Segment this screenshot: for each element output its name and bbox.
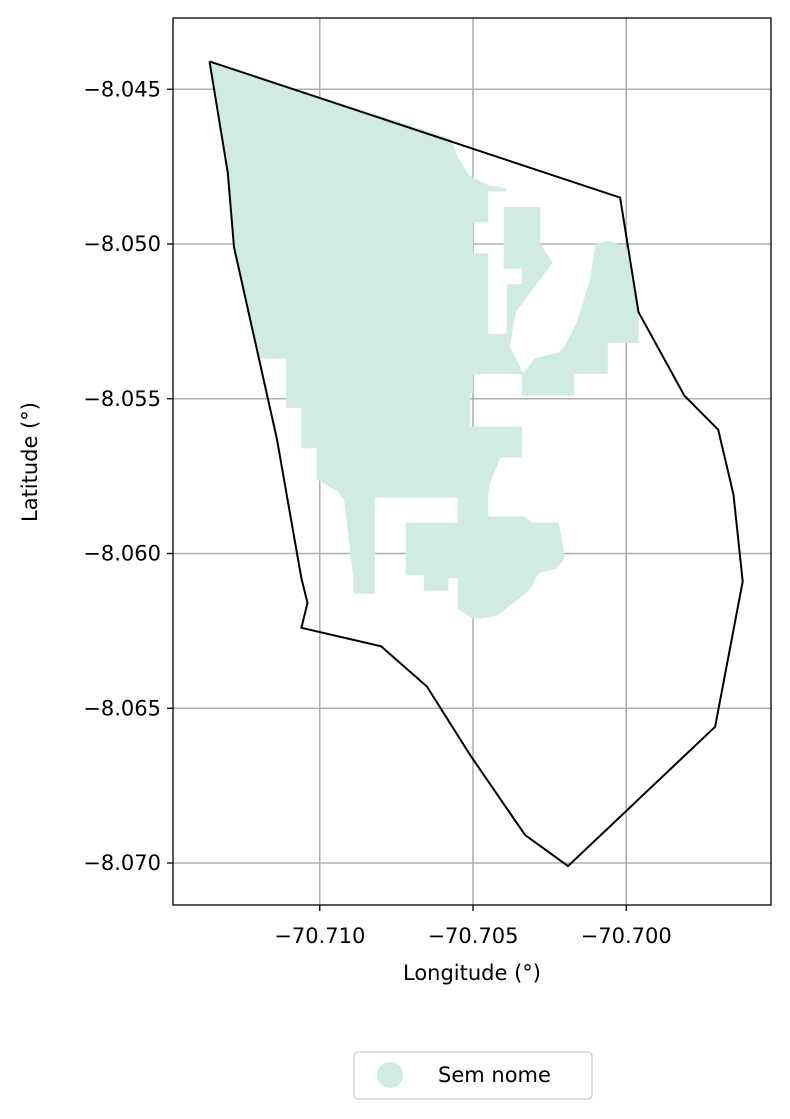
plot-frame [172,17,772,906]
map-boundary [208,60,744,868]
y-tick-label: −8.065 [83,696,161,720]
legend-marker-icon [377,1062,403,1088]
legend-box [353,1051,593,1100]
x-axis-ticks: −70.710 −70.705 −70.700 [274,905,672,948]
y-axis-label: Latitude (°) [18,402,42,522]
x-tick-label: −70.705 [427,924,518,948]
y-tick-label: −8.060 [83,542,161,566]
x-axis-label: Longitude (°) [403,961,541,985]
map-features [209,61,639,619]
y-tick-label: −8.050 [83,232,161,256]
feature-polygon [209,61,565,619]
y-tick-label: −8.070 [83,851,161,875]
x-tick-label: −70.700 [581,924,672,948]
legend: Sem nome [353,1051,593,1100]
boundary-outline [208,60,744,868]
legend-label: Sem nome [438,1063,551,1087]
x-tick-label: −70.710 [274,924,365,948]
y-axis-ticks: −8.045 −8.050 −8.055 −8.060 −8.065 −8.070 [83,77,173,875]
y-tick-label: −8.055 [83,387,161,411]
y-tick-label: −8.045 [83,77,161,101]
feature-polygon [522,240,639,396]
